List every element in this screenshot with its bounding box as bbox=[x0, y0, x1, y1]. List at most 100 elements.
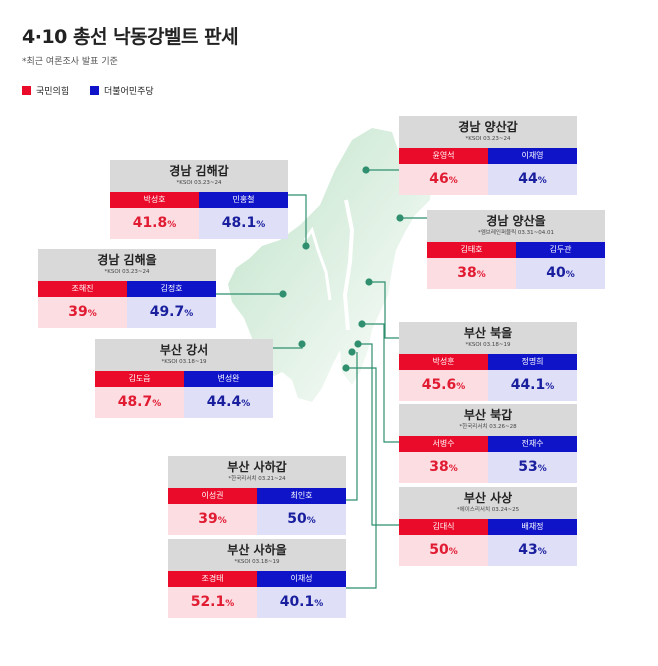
dp-candidate-name: 김정호 bbox=[127, 281, 216, 297]
legend-label: 국민의힘 bbox=[36, 87, 70, 97]
ppp-candidate-name: 조해진 bbox=[38, 281, 127, 297]
ppp-candidate-name: 조경태 bbox=[168, 571, 257, 587]
dp-candidate-percent: 48.1% bbox=[199, 208, 288, 239]
district-name: 부산 사상 bbox=[463, 491, 513, 505]
ppp-candidate-percent: 38% bbox=[399, 452, 488, 483]
poll-source: *KSOI 03.18~19 bbox=[234, 559, 280, 565]
location-dot-gimhae-eul bbox=[279, 290, 287, 298]
ppp-candidate-percent: 50% bbox=[399, 535, 488, 566]
poll-source: *KSOI 03.23~24 bbox=[104, 269, 150, 275]
land-region-shape bbox=[228, 128, 432, 402]
district-header: 부산 강서 *KSOI 03.18~19 bbox=[95, 339, 273, 371]
location-dot-busan-saha-eul bbox=[342, 364, 350, 372]
location-dot-busan-sasang bbox=[354, 340, 362, 348]
leader-line-busan-bukeul bbox=[369, 281, 399, 339]
ppp-candidate-name: 김태호 bbox=[427, 242, 516, 258]
legend-item-dp: 더불어민주당 bbox=[90, 84, 154, 97]
poll-source: *한국리서치 03.21~24 bbox=[228, 476, 286, 482]
dp-candidate-name: 최인호 bbox=[257, 488, 346, 504]
district-name: 경남 김해을 bbox=[97, 253, 157, 267]
district-card-yangsan-eul: 경남 양산을 *엠브레인퍼블릭 03.31~04.01 김태호 김두관 38% 40% bbox=[427, 210, 605, 289]
page-title: 4·10 총선 낙동강벨트 판세 bbox=[22, 26, 239, 48]
leader-line-gimhae-gap bbox=[288, 194, 307, 246]
district-name: 경남 김해갑 bbox=[169, 164, 229, 178]
poll-source: *KSOI 03.23~24 bbox=[176, 180, 222, 186]
district-header: 경남 김해을 *KSOI 03.23~24 bbox=[38, 249, 216, 281]
district-card-yangsan-gap: 경남 양산갑 *KSOI 03.23~24 윤영석 이재영 46% 44% bbox=[399, 116, 577, 195]
ppp-candidate-percent: 45.6% bbox=[399, 370, 488, 401]
district-card-busan-bukgap: 부산 북갑 *한국리서치 03.26~28 서병수 전재수 38% 53% bbox=[399, 404, 577, 483]
dp-candidate-name: 이재영 bbox=[488, 148, 577, 164]
district-name: 부산 북을 bbox=[463, 326, 513, 340]
dp-candidate-percent: 44.4% bbox=[184, 387, 273, 418]
location-dot-busan-bukeul bbox=[365, 278, 373, 286]
district-header: 부산 사하갑 *한국리서치 03.21~24 bbox=[168, 456, 346, 488]
dp-candidate-name: 이재성 bbox=[257, 571, 346, 587]
district-header: 경남 양산갑 *KSOI 03.23~24 bbox=[399, 116, 577, 148]
district-card-gimhae-eul: 경남 김해을 *KSOI 03.23~24 조해진 김정호 39% 49.7% bbox=[38, 249, 216, 328]
page-subtitle: *최근 여론조사 발표 기준 bbox=[22, 57, 118, 67]
district-header: 부산 북갑 *한국리서치 03.26~28 bbox=[399, 404, 577, 436]
district-card-busan-gangseo: 부산 강서 *KSOI 03.18~19 김도읍 변성완 48.7% 44.4% bbox=[95, 339, 273, 418]
district-header: 경남 양산을 *엠브레인퍼블릭 03.31~04.01 bbox=[427, 210, 605, 242]
district-card-busan-saha-gap: 부산 사하갑 *한국리서치 03.21~24 이성권 최인호 39% 50% bbox=[168, 456, 346, 535]
district-card-busan-bukeul: 부산 북을 *KSOI 03.18~19 박성훈 정명희 45.6% 44.1% bbox=[399, 322, 577, 401]
location-dot-yangsan-eul bbox=[396, 214, 404, 222]
dp-candidate-percent: 53% bbox=[488, 452, 577, 483]
dp-candidate-name: 김두관 bbox=[516, 242, 605, 258]
district-name: 경남 양산갑 bbox=[458, 120, 518, 134]
river-shape bbox=[303, 226, 332, 301]
legend-swatch bbox=[22, 86, 31, 95]
dp-candidate-percent: 40.1% bbox=[257, 587, 346, 618]
location-dot-busan-saha-gap bbox=[348, 348, 356, 356]
location-dot-busan-bukgap bbox=[358, 320, 366, 328]
district-header: 부산 사상 *에이스리서치 03.24~25 bbox=[399, 487, 577, 519]
poll-source: *KSOI 03.23~24 bbox=[465, 136, 511, 142]
ppp-candidate-name: 윤영석 bbox=[399, 148, 488, 164]
location-dots bbox=[279, 166, 404, 372]
dp-candidate-name: 배재정 bbox=[488, 519, 577, 535]
district-name: 부산 강서 bbox=[159, 343, 209, 357]
poll-source: *KSOI 03.18~19 bbox=[161, 359, 207, 365]
dp-candidate-name: 변성완 bbox=[184, 371, 273, 387]
location-dot-gimhae-gap bbox=[302, 242, 310, 250]
district-card-busan-sasang: 부산 사상 *에이스리서치 03.24~25 김대식 배재정 50% 43% bbox=[399, 487, 577, 566]
poll-source: *에이스리서치 03.24~25 bbox=[456, 507, 520, 513]
location-dot-busan-gangseo bbox=[298, 340, 306, 348]
legend-item-ppp: 국민의힘 bbox=[22, 84, 69, 97]
district-name: 경남 양산을 bbox=[486, 214, 546, 228]
poll-source: *한국리서치 03.26~28 bbox=[459, 424, 517, 430]
ppp-candidate-name: 김도읍 bbox=[95, 371, 184, 387]
dp-candidate-percent: 43% bbox=[488, 535, 577, 566]
leader-lines bbox=[216, 169, 427, 589]
district-header: 경남 김해갑 *KSOI 03.23~24 bbox=[110, 160, 288, 192]
ppp-candidate-percent: 48.7% bbox=[95, 387, 184, 418]
district-card-busan-saha-eul: 부산 사하을 *KSOI 03.18~19 조경태 이재성 52.1% 40.1% bbox=[168, 539, 346, 618]
dp-candidate-name: 전재수 bbox=[488, 436, 577, 452]
poll-source: *KSOI 03.18~19 bbox=[465, 342, 511, 348]
dp-candidate-percent: 50% bbox=[257, 504, 346, 535]
ppp-candidate-percent: 46% bbox=[399, 164, 488, 195]
leader-line-busan-saha-eul bbox=[346, 367, 377, 589]
district-name: 부산 사하갑 bbox=[227, 460, 287, 474]
legend-swatch bbox=[90, 86, 99, 95]
ppp-candidate-percent: 39% bbox=[38, 297, 127, 328]
river-shape bbox=[342, 199, 355, 331]
dp-candidate-percent: 44% bbox=[488, 164, 577, 195]
leader-line-busan-saha-gap bbox=[346, 352, 358, 501]
ppp-candidate-name: 박성호 bbox=[110, 192, 199, 208]
leader-line-busan-sasang bbox=[358, 343, 399, 526]
ppp-candidate-percent: 38% bbox=[427, 258, 516, 289]
location-dot-yangsan-gap bbox=[362, 166, 370, 174]
ppp-candidate-name: 서병수 bbox=[399, 436, 488, 452]
ppp-candidate-percent: 41.8% bbox=[110, 208, 199, 239]
leader-line-busan-bukgap bbox=[362, 323, 399, 443]
district-name: 부산 북갑 bbox=[463, 408, 513, 422]
dp-candidate-name: 민홍철 bbox=[199, 192, 288, 208]
district-name: 부산 사하을 bbox=[227, 543, 287, 557]
dp-candidate-percent: 44.1% bbox=[488, 370, 577, 401]
ppp-candidate-name: 박성훈 bbox=[399, 354, 488, 370]
ppp-candidate-percent: 39% bbox=[168, 504, 257, 535]
poll-source: *엠브레인퍼블릭 03.31~04.01 bbox=[477, 230, 555, 236]
